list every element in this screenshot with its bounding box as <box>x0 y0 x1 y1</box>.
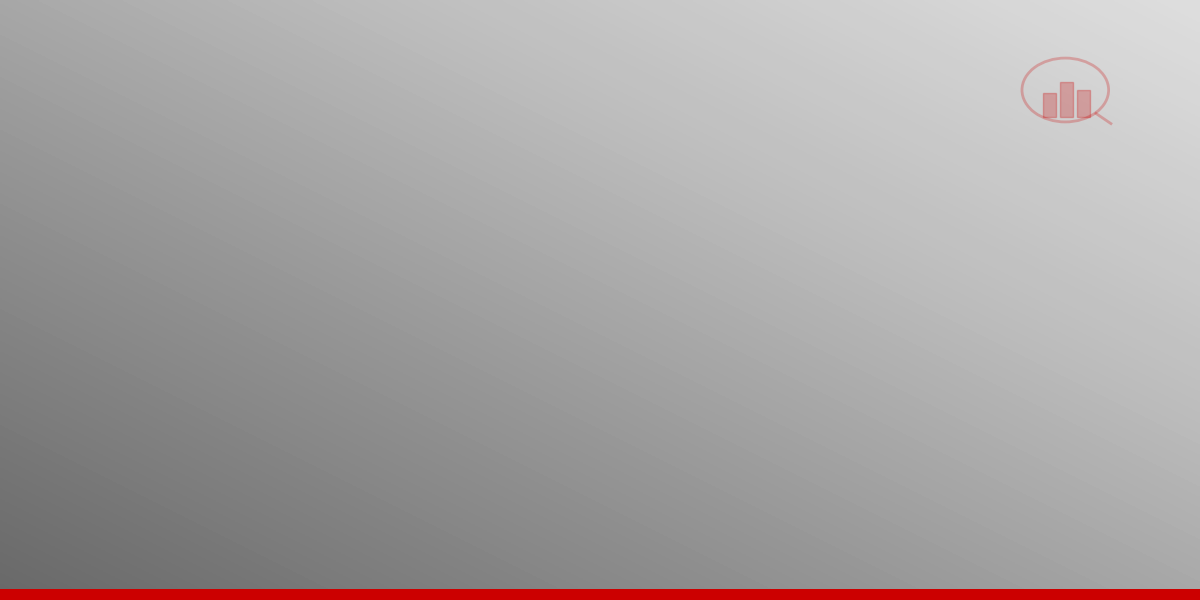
Bar <box>418 213 468 542</box>
Bar <box>1060 82 1073 117</box>
Bar <box>761 170 811 542</box>
Text: 3.24: 3.24 <box>341 206 374 221</box>
Bar <box>74 263 125 542</box>
Bar <box>589 187 640 542</box>
Bar <box>332 225 382 542</box>
Bar <box>1076 90 1091 117</box>
Bar <box>1043 94 1056 117</box>
Bar <box>847 160 896 542</box>
Y-axis label: Market Value in USD Billion: Market Value in USD Billion <box>14 180 34 425</box>
Bar <box>1019 140 1068 542</box>
Title: Refrigerated Prep Table Market: Refrigerated Prep Table Market <box>401 15 828 43</box>
Bar <box>932 150 983 542</box>
Bar <box>676 178 725 542</box>
Text: 3.36: 3.36 <box>426 194 460 209</box>
Bar <box>246 236 296 542</box>
Bar <box>504 197 553 542</box>
Bar <box>161 250 210 542</box>
Text: 4.5: 4.5 <box>1117 82 1141 97</box>
Bar <box>1104 101 1154 542</box>
